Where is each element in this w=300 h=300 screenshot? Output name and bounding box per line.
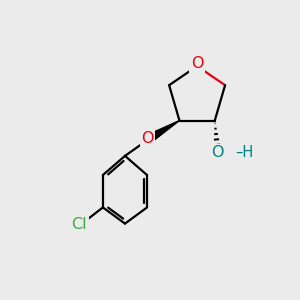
Text: –H: –H — [235, 145, 253, 160]
Text: O: O — [212, 146, 224, 160]
Text: O: O — [191, 56, 203, 71]
Text: O: O — [141, 131, 154, 146]
Text: Cl: Cl — [71, 217, 87, 232]
Polygon shape — [148, 121, 179, 142]
